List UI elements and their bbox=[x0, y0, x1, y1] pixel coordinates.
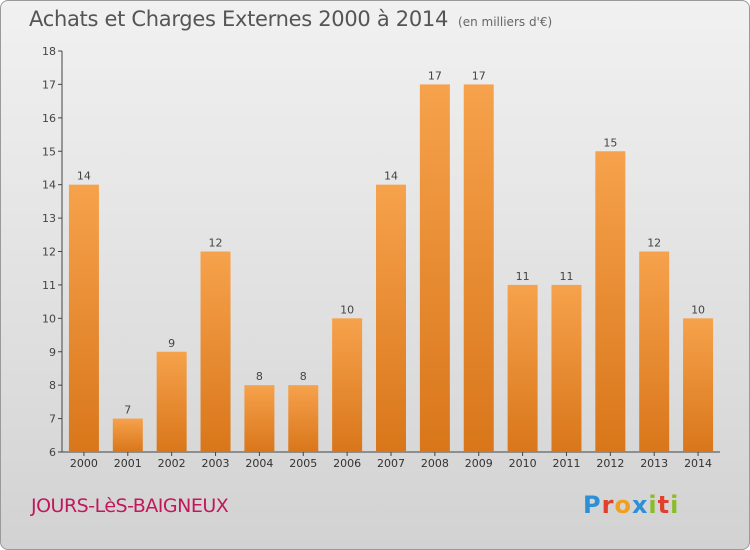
bar bbox=[551, 284, 582, 452]
bar-value-label: 10 bbox=[340, 303, 354, 316]
x-tick-label: 2000 bbox=[70, 457, 98, 470]
bar-value-label: 14 bbox=[384, 170, 398, 183]
bar-value-label: 15 bbox=[603, 136, 617, 149]
bar bbox=[200, 251, 231, 452]
x-tick-label: 2007 bbox=[377, 457, 405, 470]
x-tick-label: 2011 bbox=[552, 457, 580, 470]
bar-value-label: 17 bbox=[472, 69, 486, 82]
y-tick-label: 15 bbox=[42, 145, 56, 158]
y-tick-label: 18 bbox=[42, 45, 56, 58]
bar bbox=[332, 318, 363, 452]
y-tick-label: 13 bbox=[42, 212, 56, 225]
bar bbox=[683, 318, 714, 452]
town-name: JOURS-LèS-BAIGNEUX bbox=[31, 495, 229, 517]
bar-value-label: 9 bbox=[168, 337, 175, 350]
y-tick-label: 10 bbox=[42, 312, 56, 325]
x-tick-label: 2009 bbox=[465, 457, 493, 470]
bar-value-label: 17 bbox=[428, 69, 442, 82]
bar bbox=[507, 284, 538, 452]
x-tick-label: 2014 bbox=[684, 457, 712, 470]
x-tick-label: 2006 bbox=[333, 457, 361, 470]
x-tick-label: 2004 bbox=[245, 457, 273, 470]
x-tick-label: 2003 bbox=[202, 457, 230, 470]
y-tick-label: 8 bbox=[49, 379, 56, 392]
bar-value-label: 12 bbox=[209, 237, 223, 250]
y-tick-label: 11 bbox=[42, 279, 56, 292]
y-tick-label: 14 bbox=[42, 179, 56, 192]
x-tick-label: 2005 bbox=[289, 457, 317, 470]
y-tick-label: 12 bbox=[42, 246, 56, 259]
bar bbox=[595, 151, 626, 452]
bar bbox=[419, 84, 450, 453]
x-tick-label: 2002 bbox=[158, 457, 186, 470]
proxiti-logo: Proxiti bbox=[583, 491, 680, 519]
bar bbox=[288, 385, 319, 452]
bar-value-label: 8 bbox=[256, 370, 263, 383]
bar bbox=[463, 84, 494, 453]
x-tick-label: 2013 bbox=[640, 457, 668, 470]
y-tick-label: 7 bbox=[49, 413, 56, 426]
chart-title: Achats et Charges Externes 2000 à 2014 (e… bbox=[29, 7, 553, 31]
bar-value-label: 14 bbox=[77, 170, 91, 183]
bar-value-label: 11 bbox=[516, 270, 530, 283]
bar-value-label: 8 bbox=[300, 370, 307, 383]
bar-value-label: 7 bbox=[124, 404, 131, 417]
bar bbox=[639, 251, 670, 452]
y-tick-label: 17 bbox=[42, 78, 56, 91]
x-tick-label: 2001 bbox=[114, 457, 142, 470]
y-tick-label: 16 bbox=[42, 112, 56, 125]
bar-value-label: 10 bbox=[691, 303, 705, 316]
chart-subtitle: (en milliers d'€) bbox=[458, 15, 553, 29]
bar bbox=[244, 385, 275, 452]
x-tick-label: 2012 bbox=[596, 457, 624, 470]
bar bbox=[156, 351, 187, 452]
bar-value-label: 11 bbox=[559, 270, 573, 283]
y-tick-label: 9 bbox=[49, 346, 56, 359]
x-tick-label: 2008 bbox=[421, 457, 449, 470]
bar bbox=[112, 418, 143, 452]
y-tick-label: 6 bbox=[49, 446, 56, 459]
x-tick-label: 2010 bbox=[509, 457, 537, 470]
bar bbox=[68, 184, 99, 452]
bar bbox=[376, 184, 406, 452]
bar-value-label: 12 bbox=[647, 237, 661, 250]
